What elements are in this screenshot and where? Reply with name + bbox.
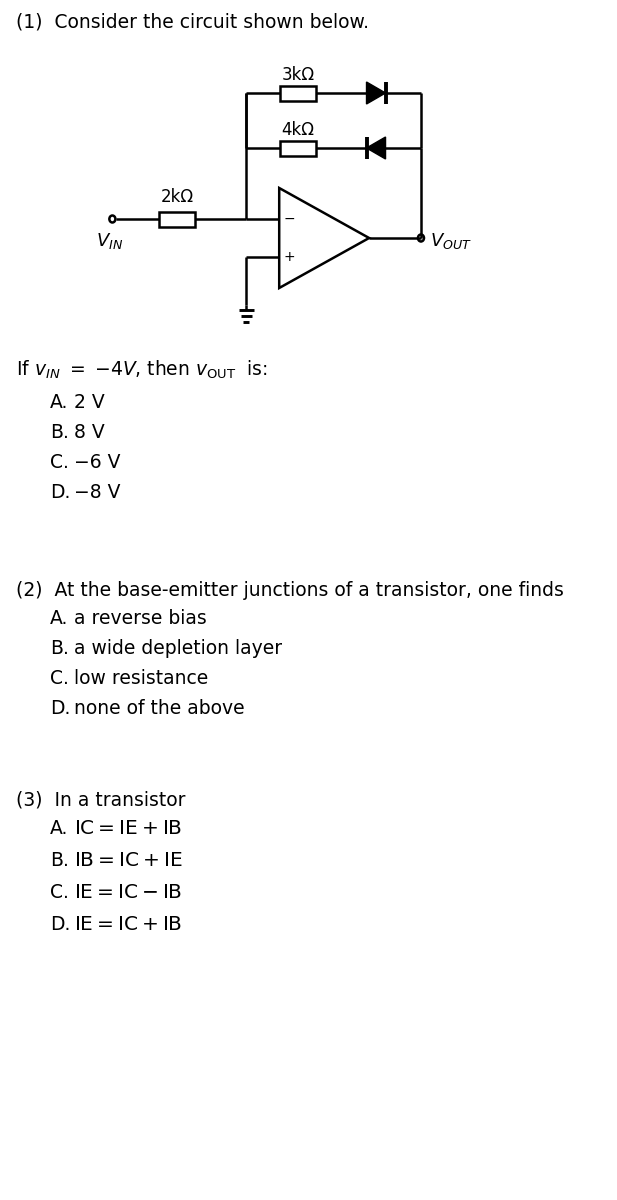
Polygon shape xyxy=(366,82,386,104)
Text: B.: B. xyxy=(50,638,69,658)
Text: B.: B. xyxy=(50,422,69,442)
Text: −: − xyxy=(284,212,296,226)
Text: $V_{IN}$: $V_{IN}$ xyxy=(96,230,123,251)
Text: 2 V: 2 V xyxy=(74,392,105,412)
Text: a reverse bias: a reverse bias xyxy=(74,608,207,628)
Text: B.: B. xyxy=(50,851,69,870)
Text: 8 V: 8 V xyxy=(74,422,105,442)
Text: If $v_{IN}$ $=$ $-4V$, then $v_{\rm OUT}$  is:: If $v_{IN}$ $=$ $-4V$, then $v_{\rm OUT}… xyxy=(15,359,267,382)
Bar xyxy=(280,85,317,101)
Text: $\mathrm{IE = IC + IB}$: $\mathrm{IE = IC + IB}$ xyxy=(74,914,183,934)
Text: A.: A. xyxy=(50,608,68,628)
Text: A.: A. xyxy=(50,818,68,838)
Text: 3kΩ: 3kΩ xyxy=(282,66,315,84)
Text: a wide depletion layer: a wide depletion layer xyxy=(74,638,283,658)
Text: C.: C. xyxy=(50,882,69,901)
Text: $\mathrm{IE = IC - IB}$: $\mathrm{IE = IC - IB}$ xyxy=(74,882,183,901)
Text: D.: D. xyxy=(50,698,70,718)
Polygon shape xyxy=(280,188,369,288)
Text: A.: A. xyxy=(50,392,68,412)
Text: (1)  Consider the circuit shown below.: (1) Consider the circuit shown below. xyxy=(15,12,368,31)
Polygon shape xyxy=(366,137,386,158)
Text: D.: D. xyxy=(50,914,70,934)
Text: D.: D. xyxy=(50,482,70,502)
Text: $\mathrm{IC = IE + IB}$: $\mathrm{IC = IE + IB}$ xyxy=(74,818,183,838)
Text: (2)  At the base-emitter junctions of a transistor, one finds: (2) At the base-emitter junctions of a t… xyxy=(15,581,563,600)
Text: C.: C. xyxy=(50,668,69,688)
Text: 4kΩ: 4kΩ xyxy=(282,121,315,139)
Text: −8 V: −8 V xyxy=(74,482,121,502)
Text: 2kΩ: 2kΩ xyxy=(160,188,194,206)
Bar xyxy=(159,211,196,227)
Text: C.: C. xyxy=(50,452,69,472)
Text: $\mathrm{IB = IC + IE}$: $\mathrm{IB = IC + IE}$ xyxy=(74,851,183,870)
Bar xyxy=(280,140,317,156)
Text: low resistance: low resistance xyxy=(74,668,209,688)
Text: none of the above: none of the above xyxy=(74,698,245,718)
Text: $V_{OUT}$: $V_{OUT}$ xyxy=(430,230,472,251)
Text: +: + xyxy=(284,250,296,264)
Text: (3)  In a transistor: (3) In a transistor xyxy=(15,791,185,810)
Text: −6 V: −6 V xyxy=(74,452,121,472)
